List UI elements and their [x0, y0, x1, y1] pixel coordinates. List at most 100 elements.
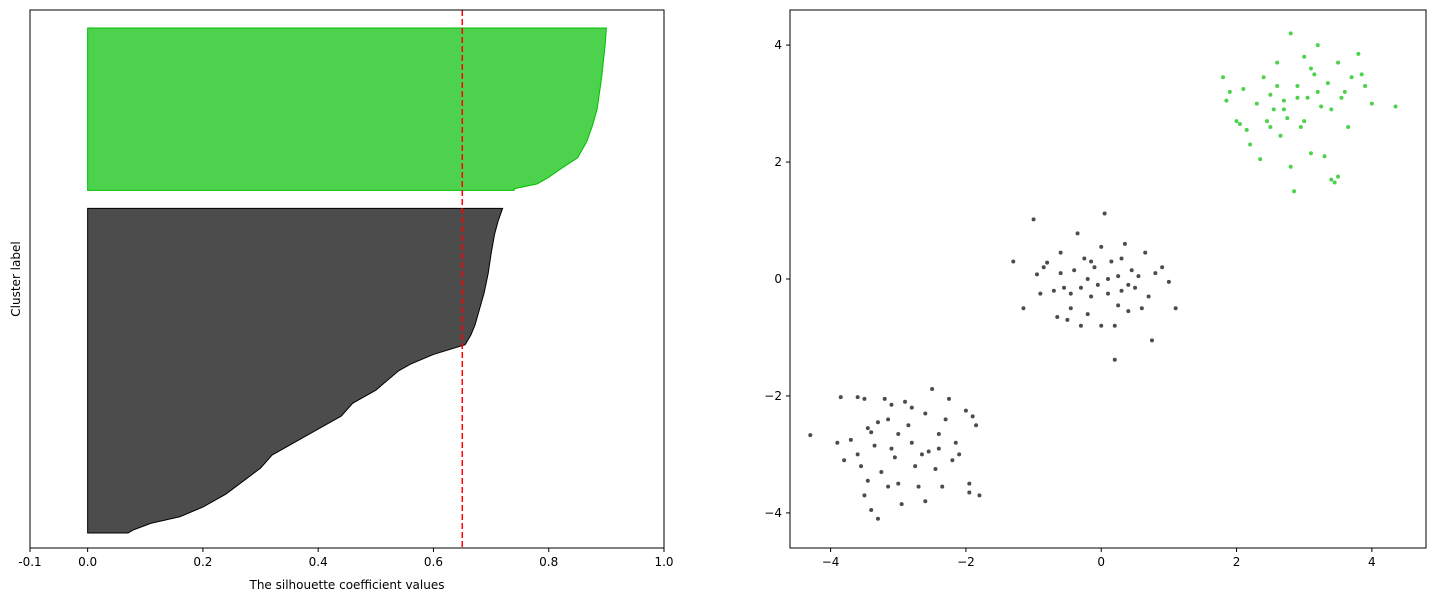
scatter-y-tick-label: 4 — [774, 38, 782, 52]
scatter-point-cluster-0 — [869, 507, 874, 512]
scatter-point-cluster-0 — [1055, 315, 1060, 320]
scatter-y-tick-label: 0 — [774, 272, 782, 286]
scatter-point-cluster-1 — [1268, 124, 1273, 129]
scatter-point-cluster-0 — [963, 408, 968, 413]
scatter-point-cluster-0 — [1041, 265, 1046, 270]
scatter-point-cluster-1 — [1329, 177, 1334, 182]
scatter-point-cluster-1 — [1275, 84, 1280, 89]
scatter-point-cluster-1 — [1237, 122, 1242, 127]
scatter-point-cluster-0 — [1085, 312, 1090, 317]
scatter-point-cluster-0 — [1065, 317, 1070, 322]
scatter-point-cluster-0 — [892, 455, 897, 460]
scatter-point-cluster-0 — [862, 493, 867, 498]
scatter-point-cluster-0 — [869, 430, 874, 435]
scatter-point-cluster-0 — [896, 481, 901, 486]
silhouette-x-ticks: -0.1 0.0 0.2 0.4 0.6 0.8 1.0 — [18, 548, 674, 569]
scatter-point-cluster-0 — [886, 484, 891, 489]
scatter-point-cluster-1 — [1302, 119, 1307, 124]
silhouette-fill-layer — [87, 27, 607, 534]
silhouette-x-tick-label: 0.2 — [193, 555, 212, 569]
scatter-points-layer — [808, 31, 1398, 521]
silhouette-y-label: Cluster label — [9, 241, 23, 316]
scatter-point-cluster-1 — [1281, 98, 1286, 103]
scatter-point-cluster-0 — [1092, 265, 1097, 270]
scatter-point-cluster-0 — [896, 431, 901, 436]
scatter-point-cluster-0 — [1051, 288, 1056, 293]
scatter-point-cluster-1 — [1295, 95, 1300, 100]
scatter-point-cluster-0 — [842, 458, 847, 463]
scatter-point-cluster-1 — [1329, 107, 1334, 112]
scatter-point-cluster-1 — [1288, 31, 1293, 36]
scatter-point-cluster-0 — [808, 433, 813, 438]
scatter-point-cluster-0 — [1068, 306, 1073, 311]
scatter-point-cluster-0 — [1099, 323, 1104, 328]
scatter-y-tick-label: 2 — [774, 155, 782, 169]
scatter-point-cluster-1 — [1241, 86, 1246, 91]
scatter-point-cluster-0 — [1146, 294, 1151, 299]
scatter-y-tick-label: −4 — [764, 506, 782, 520]
scatter-point-cluster-1 — [1332, 180, 1337, 185]
scatter-point-cluster-0 — [1109, 259, 1114, 264]
silhouette-x-tick-label: 0.6 — [424, 555, 443, 569]
scatter-point-cluster-1 — [1271, 107, 1276, 112]
scatter-point-cluster-0 — [1072, 268, 1077, 273]
scatter-point-cluster-0 — [977, 493, 982, 498]
scatter-point-cluster-0 — [855, 395, 860, 400]
scatter-point-cluster-0 — [1089, 294, 1094, 299]
scatter-point-cluster-0 — [1102, 211, 1107, 216]
scatter-point-cluster-1 — [1393, 104, 1398, 109]
scatter-point-cluster-0 — [1045, 260, 1050, 265]
scatter-point-cluster-1 — [1319, 104, 1324, 109]
scatter-point-cluster-0 — [1122, 241, 1127, 246]
scatter-point-cluster-0 — [1031, 217, 1036, 222]
scatter-point-cluster-1 — [1285, 116, 1290, 121]
scatter-point-cluster-0 — [1106, 291, 1110, 296]
scatter-point-cluster-0 — [1133, 285, 1138, 290]
scatter-point-cluster-0 — [909, 440, 914, 445]
scatter-point-cluster-0 — [872, 443, 877, 448]
scatter-point-cluster-1 — [1363, 84, 1368, 89]
scatter-point-cluster-1 — [1265, 119, 1269, 124]
scatter-y-ticks: −4 −2 0 2 4 — [764, 38, 790, 520]
scatter-point-cluster-0 — [1062, 285, 1067, 290]
scatter-point-cluster-0 — [1106, 277, 1110, 281]
scatter-point-cluster-0 — [923, 499, 928, 504]
scatter-point-cluster-1 — [1302, 54, 1307, 59]
scatter-point-cluster-0 — [926, 449, 931, 454]
scatter-x-tick-label: −4 — [822, 555, 840, 569]
silhouette-x-tick-label: -0.1 — [18, 555, 41, 569]
scatter-point-cluster-0 — [916, 484, 921, 489]
scatter-point-cluster-0 — [1082, 256, 1087, 261]
scatter-point-cluster-1 — [1261, 75, 1266, 80]
scatter-point-cluster-0 — [1112, 357, 1117, 362]
scatter-point-cluster-0 — [1021, 306, 1026, 311]
scatter-point-cluster-0 — [889, 402, 894, 407]
scatter-point-cluster-0 — [1058, 271, 1063, 276]
scatter-point-cluster-0 — [899, 502, 904, 507]
scatter-point-cluster-1 — [1268, 92, 1273, 97]
scatter-point-cluster-1 — [1298, 124, 1303, 129]
scatter-point-cluster-1 — [1275, 60, 1280, 65]
scatter-point-cluster-1 — [1308, 151, 1313, 156]
silhouette-cluster-0-0 — [87, 207, 504, 534]
scatter-point-cluster-0 — [865, 426, 870, 431]
scatter-point-cluster-0 — [974, 423, 979, 428]
scatter-x-tick-label: −2 — [957, 555, 975, 569]
scatter-point-cluster-0 — [967, 490, 972, 495]
scatter-point-cluster-0 — [940, 484, 945, 489]
scatter-plot: −4 −2 0 2 4 −4 −2 0 2 4 — [764, 9, 1427, 569]
scatter-point-cluster-1 — [1292, 189, 1297, 194]
scatter-point-cluster-0 — [1143, 250, 1148, 255]
silhouette-x-label: The silhouette coefficient values — [249, 578, 445, 592]
scatter-point-cluster-1 — [1312, 72, 1317, 77]
scatter-point-cluster-0 — [1116, 274, 1121, 279]
scatter-point-cluster-0 — [1112, 323, 1117, 328]
silhouette-cluster-1-1 — [87, 27, 607, 191]
scatter-point-cluster-0 — [970, 414, 975, 419]
scatter-point-cluster-0 — [906, 423, 911, 428]
silhouette-x-tick-label: 0.8 — [539, 555, 558, 569]
scatter-point-cluster-0 — [875, 420, 880, 425]
scatter-point-cluster-1 — [1305, 95, 1310, 100]
scatter-point-cluster-0 — [1078, 323, 1083, 328]
